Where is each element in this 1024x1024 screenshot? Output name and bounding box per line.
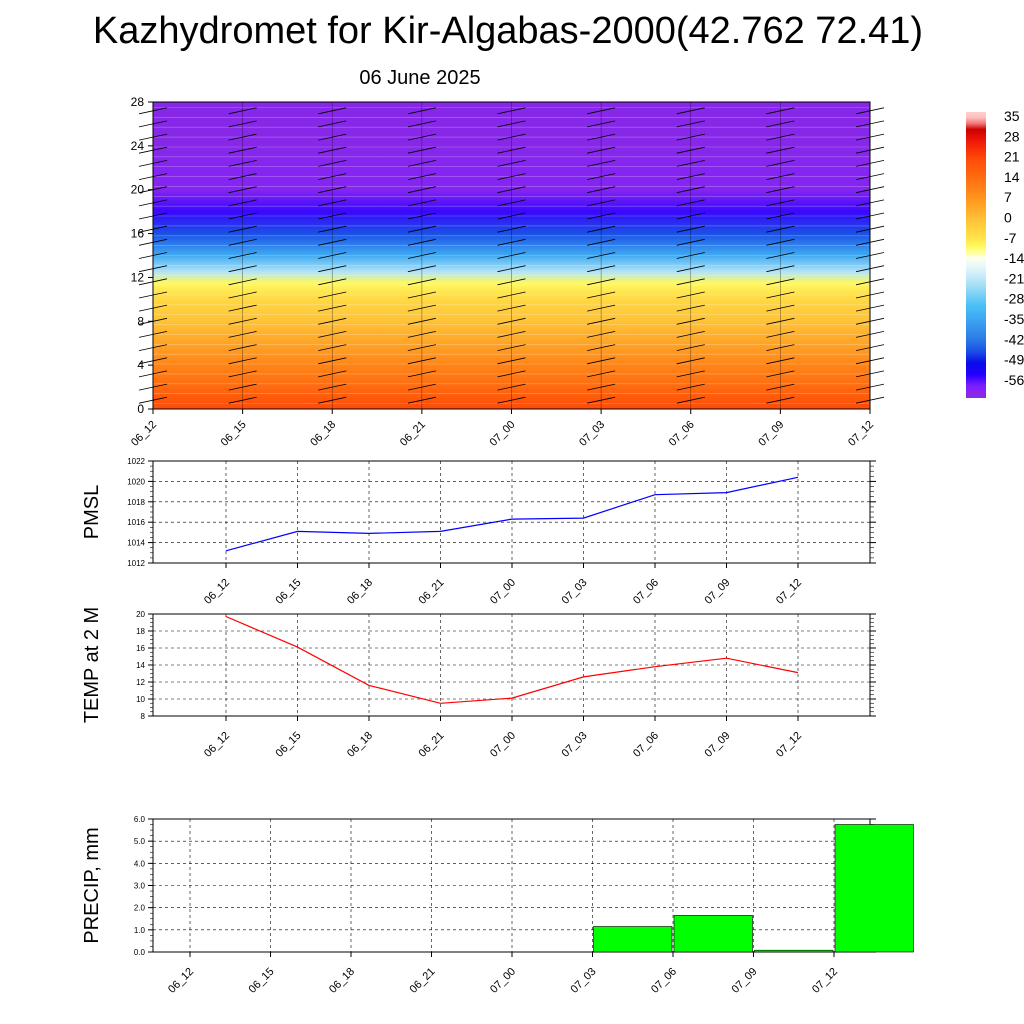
x-tick-label: 06_21 [408, 966, 438, 996]
y-tick-label: 2.0 [134, 904, 146, 913]
x-tick-label: 07_06 [631, 577, 661, 607]
y-tick-label: 5.0 [134, 837, 146, 846]
x-tick-label: 07_09 [703, 577, 733, 607]
y-tick-label: 1018 [127, 498, 145, 507]
colorbar-label: 7 [1004, 189, 1012, 205]
page-title: Kazhydromet for Kir-Algabas-2000(42.762 … [92, 10, 924, 52]
y-tick-label: 8 [141, 712, 146, 721]
y-tick-label: 1.0 [134, 926, 146, 935]
y-tick-label: 1012 [127, 559, 145, 568]
colorbar-label: -14 [1004, 250, 1024, 266]
precip-bar [593, 926, 673, 953]
x-tick-label: 07_12 [846, 419, 876, 449]
x-tick-label: 06_12 [166, 966, 196, 996]
y-tick-label: 16 [131, 227, 145, 241]
x-tick-label: 06_18 [345, 730, 375, 760]
x-tick-label: 06_18 [308, 419, 338, 449]
x-tick-label: 06_12 [202, 577, 232, 607]
colorbar-label: -28 [1004, 291, 1024, 307]
x-tick-label: 07_00 [488, 966, 518, 996]
y-tick-label: 24 [131, 139, 145, 153]
colorbar-label: 35 [1004, 108, 1020, 124]
y-tick-label: 20 [136, 610, 145, 619]
colorbar: 35 28 21 14 7 0 -7 -14 -21 -28 -35 -42 -49 -56 [966, 108, 1024, 398]
y-axis-label: TEMP at 2 M [81, 607, 103, 723]
x-tick-label: 07_09 [730, 966, 760, 996]
x-tick-label: 07_12 [774, 577, 804, 607]
x-tick-label: 07_00 [488, 419, 518, 449]
precip-chart: 0.0 1.0 2.0 3.0 4.0 5.0 6.0 06_12 06_15 06_18 06_2… [81, 815, 914, 996]
colorbar-label: 21 [1004, 149, 1020, 165]
x-tick-label: 06_18 [327, 966, 357, 996]
x-tick-label: 07_00 [488, 730, 518, 760]
colorbar-label: -49 [1004, 352, 1024, 368]
y-tick-label: 1022 [127, 457, 145, 466]
x-tick-label: 07_00 [488, 577, 518, 607]
y-tick-label: 1020 [127, 477, 145, 486]
x-tick-label: 07_06 [631, 730, 661, 760]
x-tick-label: 07_03 [560, 577, 590, 607]
precip-bar [673, 915, 753, 953]
x-tick-label: 06_21 [417, 577, 447, 607]
pmsl-line [225, 476, 799, 552]
y-tick-label: 1014 [127, 539, 145, 548]
y-tick-label: 8 [137, 314, 144, 328]
colorbar-label: -35 [1004, 311, 1024, 327]
x-tick-label: 06_12 [202, 730, 232, 760]
temp2m-chart: 8 10 12 14 16 18 20 06_12 06_15 06_18 06_21 07_00 07… [81, 607, 876, 760]
panel-frame [152, 818, 871, 953]
x-tick-label: 06_15 [274, 577, 304, 607]
x-tick-label: 06_15 [247, 966, 277, 996]
y-tick-label: 14 [136, 661, 145, 670]
y-tick-label: 12 [131, 270, 145, 284]
x-tick-label: 06_15 [219, 419, 249, 449]
forecast-date: 06 June 2025 [359, 67, 481, 89]
y-tick-label: 4 [137, 358, 144, 372]
pmsl-chart: 1012 1014 1016 1018 1020 1022 06_12 06_15 06_18 0… [81, 457, 876, 607]
temp-line [225, 615, 799, 704]
x-tick-label: 07_09 [756, 419, 786, 449]
y-tick-label: 6.0 [134, 815, 146, 824]
x-tick-label: 07_03 [569, 966, 599, 996]
x-tick-label: 07_03 [560, 730, 590, 760]
colorbar-label: 28 [1004, 128, 1020, 144]
y-tick-label: 0.0 [134, 948, 146, 957]
y-tick-label: 12 [136, 678, 145, 687]
y-tick-label: 18 [136, 627, 145, 636]
x-tick-label: 06_21 [417, 730, 447, 760]
y-tick-label: 3.0 [134, 882, 146, 891]
colorbar-label: 14 [1004, 169, 1020, 185]
y-tick-label: 0 [137, 402, 144, 416]
x-tick-label: 06_21 [398, 419, 428, 449]
y-tick-label: 10 [136, 695, 145, 704]
y-axis-label: PRECIP, mm [81, 827, 103, 943]
x-tick-label: 06_15 [274, 730, 304, 760]
precip-bar [834, 824, 914, 953]
x-tick-label: 06_18 [345, 577, 375, 607]
x-tick-label: 06_12 [129, 419, 159, 449]
x-tick-label: 07_09 [703, 730, 733, 760]
y-tick-label: 20 [131, 183, 145, 197]
precip-bar [754, 949, 834, 953]
y-tick-label: 16 [136, 644, 145, 653]
colorbar-label: -56 [1004, 372, 1024, 388]
y-tick-label: 28 [131, 95, 145, 109]
x-tick-label: 07_06 [667, 419, 697, 449]
colorbar-label: -21 [1004, 270, 1024, 286]
panel-frame [152, 460, 871, 564]
x-tick-label: 07_12 [810, 966, 840, 996]
colorbar-label: -7 [1004, 230, 1017, 246]
cross-section-chart: 0 4 8 12 16 20 24 28 06_12 06_15 06_18 06_21 07_00 07… [129, 95, 885, 449]
colorbar-label: 0 [1004, 210, 1012, 226]
colorbar-label: -42 [1004, 331, 1024, 347]
x-tick-label: 07_03 [577, 419, 607, 449]
x-tick-label: 07_06 [649, 966, 679, 996]
y-tick-label: 1016 [127, 518, 145, 527]
colorbar-fill [966, 112, 986, 398]
y-tick-label: 4.0 [134, 859, 146, 868]
x-tick-label: 07_12 [774, 730, 804, 760]
y-axis-label: PMSL [81, 485, 103, 539]
